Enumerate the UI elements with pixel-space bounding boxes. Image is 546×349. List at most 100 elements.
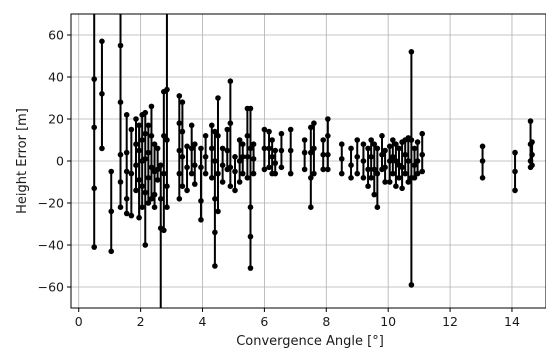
data-point — [408, 282, 415, 288]
y-tick-label: 20 — [48, 112, 64, 127]
data-point — [278, 147, 285, 154]
data-point — [176, 93, 183, 99]
data-point — [219, 162, 226, 168]
data-point — [261, 126, 268, 133]
data-point — [247, 233, 254, 240]
data-point — [208, 145, 215, 152]
data-point — [382, 147, 388, 154]
data-point — [354, 137, 361, 143]
data-point — [99, 38, 105, 45]
data-point — [157, 196, 164, 202]
data-point — [371, 191, 378, 198]
data-point — [374, 170, 381, 177]
data-point — [354, 154, 361, 160]
data-point — [117, 179, 124, 185]
data-point — [419, 168, 426, 175]
data-point — [117, 99, 124, 105]
data-point — [219, 179, 226, 185]
data-point — [151, 204, 158, 210]
data-point — [325, 133, 331, 139]
data-point — [311, 120, 317, 126]
data-point — [527, 118, 534, 124]
data-point — [287, 170, 294, 177]
data-point — [250, 156, 257, 162]
data-point — [161, 227, 167, 234]
data-point — [179, 183, 186, 189]
data-point — [161, 133, 167, 139]
data-point — [227, 120, 234, 126]
data-point — [188, 170, 195, 177]
data-point — [479, 175, 486, 181]
data-point — [139, 183, 145, 189]
data-point — [198, 198, 204, 204]
data-point — [133, 116, 139, 122]
data-point — [244, 175, 251, 181]
data-point — [145, 200, 152, 206]
data-point — [379, 151, 385, 158]
data-point — [360, 175, 367, 181]
data-point — [411, 175, 418, 181]
x-tick-label: 0 — [75, 314, 83, 329]
data-point — [239, 141, 246, 147]
data-point — [215, 208, 221, 215]
data-point — [325, 166, 331, 173]
data-point — [414, 170, 421, 177]
x-axis-label: Convergence Angle [°] — [236, 334, 384, 349]
data-point — [354, 170, 361, 177]
data-point — [414, 158, 421, 164]
data-point — [151, 141, 158, 147]
data-point — [142, 109, 149, 116]
data-point — [311, 145, 317, 152]
data-point — [198, 164, 204, 171]
data-point — [232, 154, 238, 160]
data-point — [123, 149, 130, 156]
data-point — [247, 265, 254, 271]
data-point — [179, 128, 186, 135]
data-point — [239, 170, 246, 177]
data-point — [227, 164, 234, 171]
data-point — [154, 177, 161, 183]
data-point — [227, 78, 234, 84]
data-point — [386, 143, 393, 150]
data-point — [236, 158, 243, 164]
x-tick-label: 10 — [380, 314, 396, 329]
data-point — [148, 103, 155, 110]
data-point — [164, 183, 170, 189]
data-point — [272, 160, 279, 166]
data-point — [142, 189, 149, 196]
data-point — [479, 143, 486, 150]
data-point — [529, 162, 535, 168]
x-tick-label: 2 — [137, 314, 145, 329]
data-point — [198, 145, 204, 152]
data-point — [320, 137, 326, 143]
data-point — [208, 175, 215, 181]
data-point — [365, 145, 371, 152]
data-point — [512, 187, 518, 194]
y-tick-label: −20 — [38, 196, 64, 211]
data-point — [148, 133, 155, 139]
data-point — [184, 164, 190, 171]
data-point — [338, 170, 345, 177]
data-point — [108, 208, 115, 215]
data-point — [308, 149, 314, 156]
data-point — [215, 95, 221, 101]
data-point — [393, 183, 399, 189]
data-point — [360, 141, 367, 147]
data-point — [91, 185, 98, 192]
data-point — [348, 162, 354, 168]
data-point — [272, 170, 279, 177]
data-point — [212, 128, 218, 135]
data-point — [142, 130, 149, 137]
data-point — [128, 212, 135, 219]
data-point — [123, 168, 130, 175]
data-point — [91, 76, 98, 82]
data-point — [139, 204, 145, 210]
data-point — [399, 164, 405, 171]
data-point — [374, 204, 381, 210]
data-point — [188, 145, 195, 152]
data-point — [236, 179, 243, 185]
data-point — [117, 42, 124, 49]
data-point — [247, 145, 254, 152]
data-point — [142, 156, 149, 162]
data-point — [123, 210, 130, 217]
